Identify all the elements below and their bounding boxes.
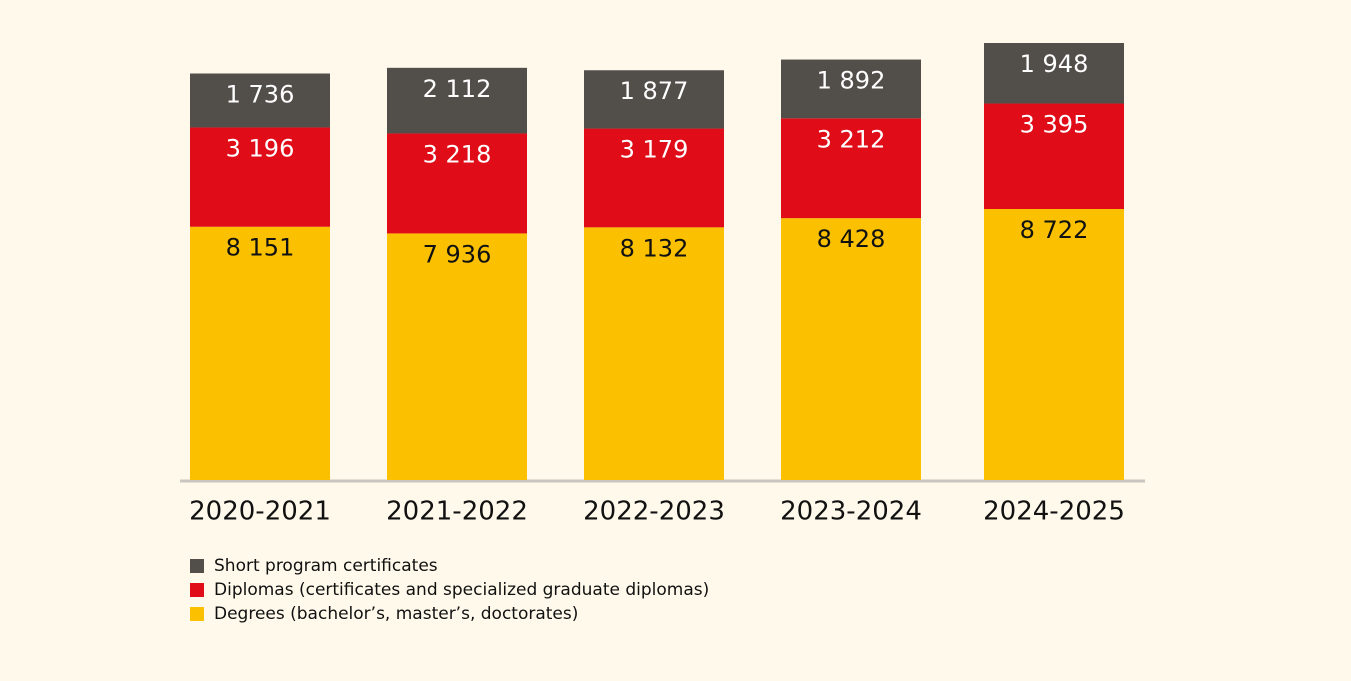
bar-segment: [984, 103, 1124, 210]
value-label: 1 736: [226, 81, 295, 109]
bar-segment: [781, 59, 921, 119]
value-label: 2 112: [423, 75, 492, 103]
value-label: 3 212: [817, 125, 886, 153]
value-label: 3 395: [1020, 111, 1089, 139]
bar-segment: [584, 227, 724, 480]
legend-swatch: [190, 583, 204, 597]
x-tick-label: 2024-2025: [983, 497, 1125, 527]
legend-swatch: [190, 607, 204, 621]
legend-label: Diplomas (certificates and specialized g…: [214, 580, 709, 600]
bar-segment: [190, 127, 330, 227]
x-tick-label: 2021-2022: [386, 497, 528, 527]
legend-label: Short program certificates: [214, 556, 438, 576]
x-tick-label: 2022-2023: [583, 497, 725, 527]
x-tick-label: 2020-2021: [189, 497, 331, 527]
bar-segment: [190, 226, 330, 480]
legend-label: Degrees (bachelor’s, master’s, doctorate…: [214, 604, 578, 624]
bar-segment: [781, 218, 921, 480]
bar-segment: [387, 233, 527, 480]
value-label: 3 179: [620, 136, 689, 164]
bar-segment: [584, 70, 724, 129]
value-label: 8 428: [817, 225, 886, 253]
legend-swatch: [190, 559, 204, 573]
value-label: 8 722: [1020, 216, 1089, 244]
value-label: 3 196: [226, 134, 295, 162]
bar-segment: [781, 118, 921, 219]
value-label: 1 892: [817, 67, 886, 95]
bar-segment: [387, 133, 527, 234]
bar-segment: [984, 43, 1124, 104]
bar-segment: [584, 128, 724, 228]
bar-segment: [190, 73, 330, 128]
bar-segment: [984, 209, 1124, 480]
value-label: 8 132: [620, 234, 689, 262]
bar-segment: [387, 67, 527, 134]
value-label: 8 151: [226, 234, 295, 262]
value-label: 7 936: [423, 240, 492, 268]
value-label: 3 218: [423, 140, 492, 168]
x-tick-label: 2023-2024: [780, 497, 922, 527]
value-label: 1 877: [620, 77, 689, 105]
value-label: 1 948: [1020, 50, 1089, 78]
